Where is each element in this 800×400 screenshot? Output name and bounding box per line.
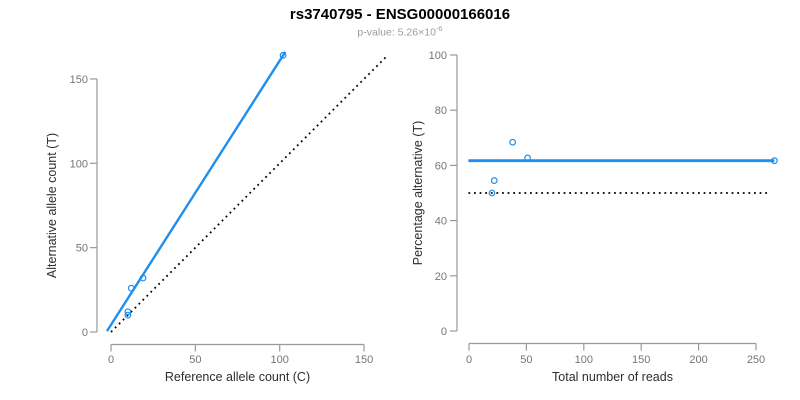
right-plot: 0 20 40 60 80 100 0 50 100 150 200 250 Total number … bbox=[411, 50, 778, 384]
data-point bbox=[127, 284, 135, 292]
x-tick-label: 0 bbox=[108, 354, 114, 366]
y-tick-label: 60 bbox=[435, 160, 447, 172]
y-tick-label: 0 bbox=[441, 326, 447, 338]
x-axis-title: Total number of reads bbox=[552, 370, 673, 384]
data-point bbox=[524, 154, 531, 162]
y-axis-title: Percentage alternative (T) bbox=[411, 121, 425, 266]
plot-subtitle: p-value: 5.26×10-6 bbox=[0, 24, 800, 39]
y-tick-label: 40 bbox=[435, 216, 447, 228]
y-tick-label: 20 bbox=[435, 271, 447, 283]
data-point bbox=[124, 311, 132, 319]
pvalue-text: p-value: 5.26×10 bbox=[357, 26, 436, 39]
reference-dotted-line bbox=[110, 55, 388, 333]
y-tick-label: 80 bbox=[435, 105, 447, 117]
x-tick-label: 0 bbox=[466, 354, 472, 366]
y-axis-title: Alternative allele count (T) bbox=[45, 133, 59, 278]
data-point bbox=[279, 51, 287, 59]
data-point bbox=[488, 189, 496, 197]
pvalue-exponent: -6 bbox=[435, 24, 443, 33]
x-tick-label: 50 bbox=[520, 354, 532, 366]
y-tick-label: 50 bbox=[76, 243, 88, 255]
y-tick-label: 150 bbox=[70, 74, 88, 86]
left-plot: 0 50 100 150 0 50 100 150 Reference allele count… bbox=[45, 51, 388, 384]
x-tick-label: 150 bbox=[632, 354, 650, 366]
x-tick-label: 100 bbox=[271, 354, 289, 366]
y-tick-label: 0 bbox=[82, 327, 88, 339]
x-tick-label: 150 bbox=[355, 354, 373, 366]
x-tick-label: 250 bbox=[747, 354, 765, 366]
y-tick-label: 100 bbox=[429, 50, 447, 62]
data-point bbox=[770, 157, 778, 165]
fit-line bbox=[105, 51, 287, 332]
x-tick-label: 50 bbox=[189, 354, 201, 366]
x-axis-title: Reference allele count (C) bbox=[165, 370, 310, 384]
y-tick-label: 100 bbox=[70, 158, 88, 170]
data-point bbox=[124, 308, 132, 316]
x-tick-label: 100 bbox=[575, 354, 593, 366]
data-point bbox=[509, 138, 517, 146]
plot-title: rs3740795 - ENSG00000166016 bbox=[289, 6, 511, 23]
data-point bbox=[139, 274, 147, 282]
data-point bbox=[490, 177, 498, 184]
x-tick-label: 200 bbox=[689, 354, 707, 366]
